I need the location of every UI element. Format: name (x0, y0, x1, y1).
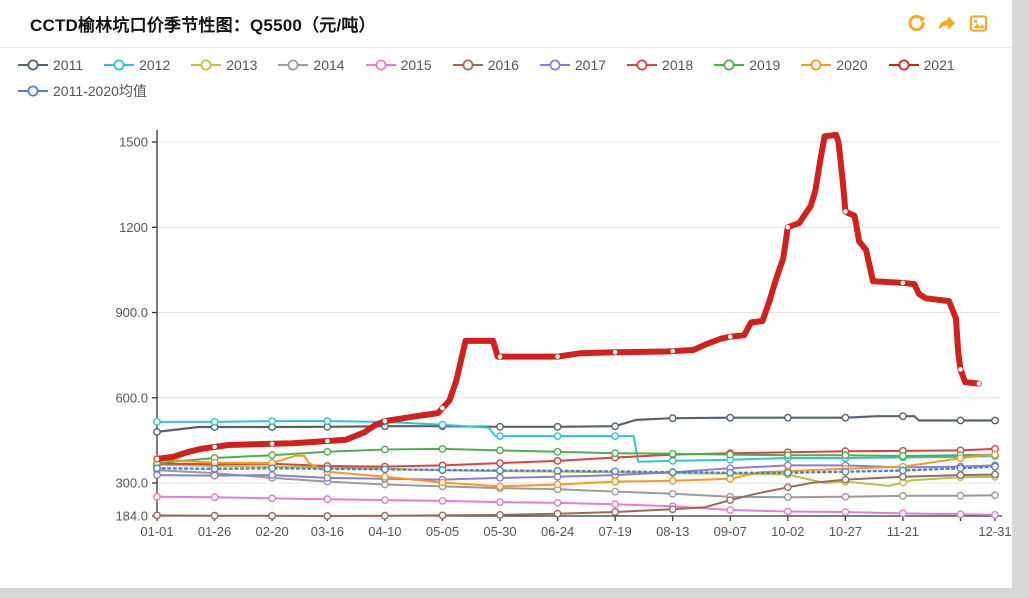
svg-text:12-31: 12-31 (978, 524, 1011, 539)
legend-item-2012[interactable]: 2012 (104, 57, 170, 73)
legend: 2011 2012 2013 2014 2015 2016 2017 2018 2019 2020… (0, 48, 1012, 101)
legend-marker-icon (365, 59, 396, 71)
gridlines (157, 141, 1000, 484)
series-2011-2020均值 (153, 462, 999, 477)
svg-text:01-26: 01-26 (198, 524, 231, 539)
legend-item-2014[interactable]: 2014 (278, 57, 345, 73)
y-axis: 184.0 300.0 600.0 900.0 1200 1500 (115, 130, 158, 524)
svg-text:10-27: 10-27 (829, 524, 862, 539)
legend-marker-icon (191, 59, 222, 71)
legend-item-2011[interactable]: 2011 (18, 57, 83, 73)
series-2015 (153, 492, 999, 519)
legend-label: 2016 (487, 57, 519, 73)
legend-item-2011-2020均值[interactable]: 2011-2020均值 (18, 81, 147, 101)
legend-item-2021[interactable]: 2021 (888, 57, 955, 73)
legend-row-2: 2011-2020均值 (18, 81, 1012, 101)
legend-label: 2017 (574, 57, 607, 73)
legend-item-2019[interactable]: 2019 (714, 57, 780, 73)
svg-text:600.0: 600.0 (115, 390, 148, 405)
legend-marker-icon (18, 59, 48, 71)
svg-text:1500: 1500 (119, 135, 148, 150)
legend-marker-icon (104, 59, 135, 71)
legend-marker-icon (452, 59, 483, 71)
legend-item-2018[interactable]: 2018 (627, 57, 693, 73)
svg-text:09-07: 09-07 (714, 524, 747, 539)
series-2021 (154, 131, 982, 462)
refresh-icon[interactable] (906, 14, 926, 34)
svg-text:02-20: 02-20 (255, 524, 288, 539)
legend-label: 2011 (53, 57, 84, 73)
legend-marker-icon (888, 59, 919, 71)
header: CCTD榆林坑口价季节性图：Q5500（元/吨） (0, 0, 1012, 48)
legend-label: 2013 (226, 57, 258, 73)
svg-text:01-01: 01-01 (140, 524, 173, 539)
legend-label: 2018 (662, 57, 694, 73)
export-image-icon[interactable] (968, 14, 988, 34)
legend-label: 2011-2020均值 (53, 83, 147, 99)
share-icon[interactable] (937, 14, 957, 34)
chart-card: CCTD榆林坑口价季节性图：Q5500（元/吨） (0, 0, 1012, 588)
legend-item-2016[interactable]: 2016 (452, 57, 519, 73)
legend-label: 2014 (313, 57, 345, 73)
svg-text:08-13: 08-13 (656, 524, 689, 539)
legend-marker-icon (714, 59, 745, 71)
legend-marker-icon (18, 85, 48, 97)
header-toolbar (906, 14, 988, 34)
svg-text:05-30: 05-30 (483, 524, 516, 539)
svg-text:1200: 1200 (119, 220, 148, 235)
svg-text:10-02: 10-02 (771, 524, 804, 539)
legend-row-1: 2011 2012 2013 2014 2015 2016 2017 2018 2019 2020… (18, 57, 1012, 73)
legend-item-2013[interactable]: 2013 (191, 57, 257, 73)
svg-text:184.0: 184.0 (115, 509, 148, 524)
series-2016 (153, 470, 999, 520)
svg-text:05-05: 05-05 (426, 524, 459, 539)
series-2013 (153, 460, 999, 487)
series-2019 (153, 444, 999, 467)
legend-label: 2021 (923, 57, 955, 73)
legend-marker-icon (278, 59, 309, 71)
legend-item-2020[interactable]: 2020 (801, 57, 868, 73)
legend-marker-icon (627, 59, 658, 71)
legend-item-2017[interactable]: 2017 (539, 57, 607, 73)
legend-label: 2012 (139, 57, 171, 73)
series-2012 (153, 417, 999, 465)
legend-marker-icon (801, 59, 832, 71)
legend-marker-icon (539, 59, 570, 71)
legend-label: 2020 (836, 57, 868, 73)
svg-text:900.0: 900.0 (115, 305, 148, 320)
x-axis: 01-01 01-26 02-20 03-16 04-10 05-05 05-30 06-24… (140, 515, 1012, 539)
legend-label: 2015 (400, 57, 432, 73)
svg-text:11-21: 11-21 (887, 524, 919, 539)
svg-text:03-16: 03-16 (311, 524, 344, 539)
series-2011 (153, 412, 999, 436)
legend-item-2015[interactable]: 2015 (365, 57, 432, 73)
legend-label: 2019 (749, 57, 781, 73)
svg-text:300.0: 300.0 (115, 476, 148, 491)
svg-text:07-19: 07-19 (599, 524, 632, 539)
chart-title: CCTD榆林坑口价季节性图：Q5500（元/吨） (30, 16, 376, 35)
svg-text:06-24: 06-24 (541, 524, 574, 539)
svg-text:04-10: 04-10 (368, 524, 401, 539)
